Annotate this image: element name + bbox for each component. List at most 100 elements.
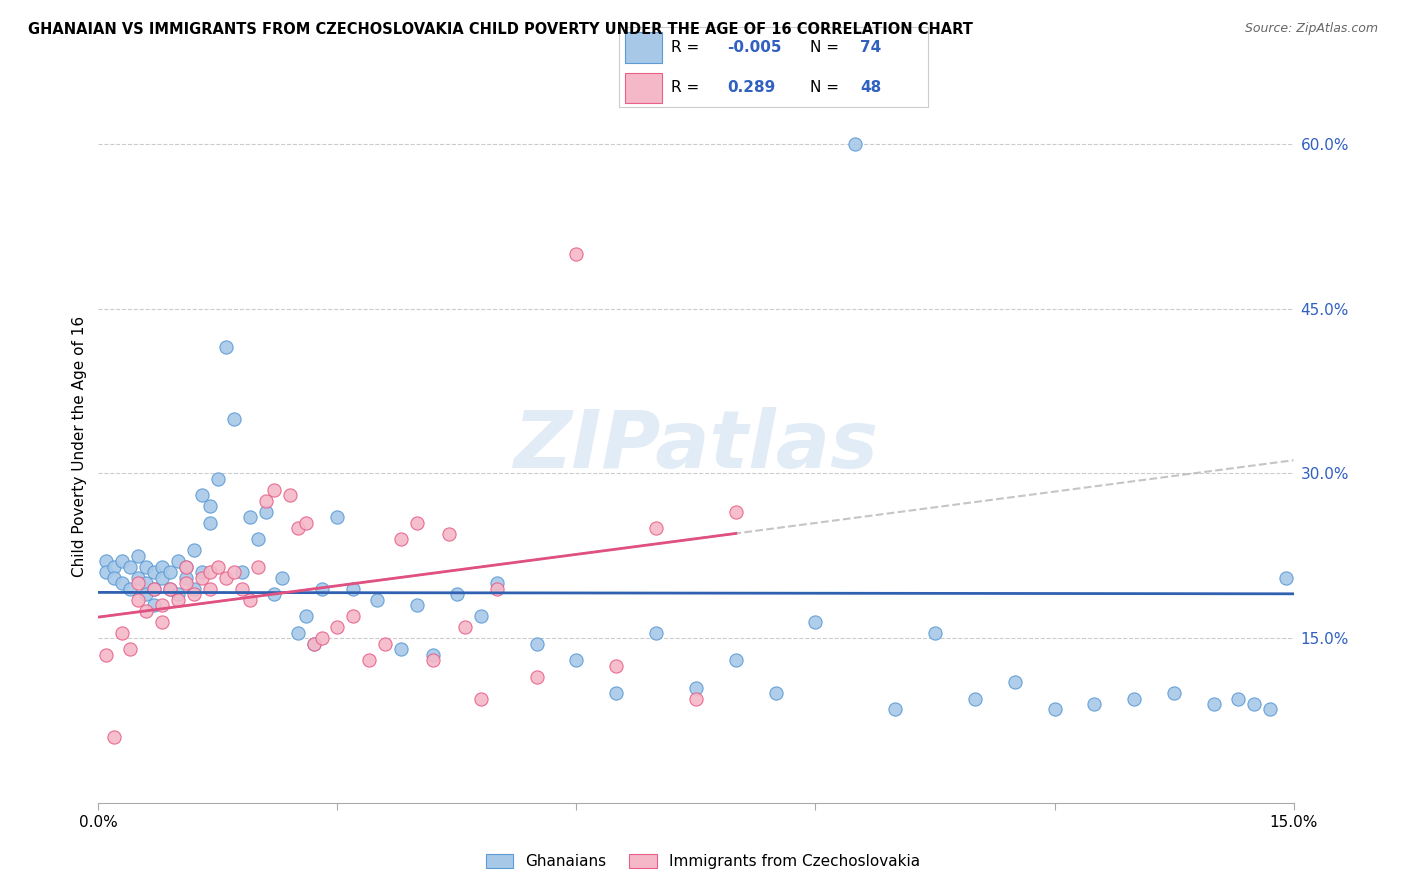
- Point: [294, 609, 316, 624]
- Point: [326, 510, 349, 524]
- Text: N =: N =: [810, 40, 844, 55]
- Point: [1083, 697, 1105, 711]
- Point: [135, 576, 157, 591]
- Point: [359, 653, 381, 667]
- Point: [198, 516, 221, 530]
- Point: [565, 247, 588, 261]
- Point: [924, 625, 946, 640]
- Point: [254, 505, 277, 519]
- Text: 48: 48: [860, 80, 882, 95]
- Text: 0.289: 0.289: [727, 80, 775, 95]
- Point: [645, 521, 668, 535]
- Point: [270, 571, 292, 585]
- Point: [446, 587, 468, 601]
- Point: [485, 576, 508, 591]
- Point: [389, 533, 412, 547]
- Point: [103, 571, 125, 585]
- Point: [526, 669, 548, 683]
- Point: [366, 592, 388, 607]
- Point: [191, 488, 214, 502]
- Point: [565, 653, 588, 667]
- Point: [215, 340, 238, 354]
- Point: [422, 653, 444, 667]
- Point: [143, 582, 166, 596]
- Point: [470, 691, 492, 706]
- Point: [111, 625, 134, 640]
- Point: [724, 653, 747, 667]
- Point: [342, 609, 364, 624]
- Point: [222, 411, 245, 425]
- Point: [254, 494, 277, 508]
- Point: [374, 637, 396, 651]
- FancyBboxPatch shape: [624, 72, 662, 103]
- Point: [963, 691, 986, 706]
- Point: [143, 582, 166, 596]
- Point: [96, 648, 118, 662]
- Point: [127, 571, 149, 585]
- FancyBboxPatch shape: [624, 32, 662, 62]
- Point: [389, 642, 412, 657]
- Point: [844, 137, 866, 152]
- Point: [111, 554, 134, 568]
- Point: [183, 582, 205, 596]
- Point: [311, 631, 333, 645]
- Point: [231, 566, 253, 580]
- Point: [143, 598, 166, 612]
- Point: [96, 554, 118, 568]
- Point: [127, 592, 149, 607]
- Point: [127, 576, 149, 591]
- Point: [406, 516, 429, 530]
- Point: [287, 521, 309, 535]
- Point: [111, 576, 134, 591]
- Point: [804, 615, 827, 629]
- Point: [278, 488, 301, 502]
- Point: [159, 582, 181, 596]
- Y-axis label: Child Poverty Under the Age of 16: Child Poverty Under the Age of 16: [72, 316, 87, 576]
- Point: [174, 559, 197, 574]
- Point: [150, 559, 173, 574]
- Point: [239, 592, 262, 607]
- Point: [685, 681, 707, 695]
- Point: [150, 615, 173, 629]
- Text: R =: R =: [671, 40, 704, 55]
- Point: [526, 637, 548, 651]
- Point: [198, 582, 221, 596]
- Point: [120, 642, 142, 657]
- Point: [222, 566, 245, 580]
- Point: [159, 582, 181, 596]
- Point: [215, 571, 238, 585]
- Point: [302, 637, 325, 651]
- Point: [422, 648, 444, 662]
- Point: [311, 582, 333, 596]
- Point: [246, 559, 269, 574]
- Point: [183, 543, 205, 558]
- Point: [246, 533, 269, 547]
- Point: [1202, 697, 1225, 711]
- Point: [406, 598, 429, 612]
- Text: GHANAIAN VS IMMIGRANTS FROM CZECHOSLOVAKIA CHILD POVERTY UNDER THE AGE OF 16 COR: GHANAIAN VS IMMIGRANTS FROM CZECHOSLOVAK…: [28, 22, 973, 37]
- Point: [342, 582, 364, 596]
- Point: [167, 592, 190, 607]
- Text: N =: N =: [810, 80, 844, 95]
- Point: [207, 559, 229, 574]
- Point: [605, 658, 627, 673]
- Point: [191, 566, 214, 580]
- Point: [167, 587, 190, 601]
- Text: -0.005: -0.005: [727, 40, 782, 55]
- Legend: Ghanaians, Immigrants from Czechoslovakia: Ghanaians, Immigrants from Czechoslovaki…: [479, 848, 927, 875]
- Point: [103, 559, 125, 574]
- Point: [1043, 702, 1066, 716]
- Point: [724, 505, 747, 519]
- Point: [1123, 691, 1146, 706]
- Point: [1004, 675, 1026, 690]
- Point: [174, 571, 197, 585]
- Text: R =: R =: [671, 80, 704, 95]
- Point: [135, 559, 157, 574]
- Point: [150, 598, 173, 612]
- Point: [159, 566, 181, 580]
- Point: [198, 500, 221, 514]
- Point: [239, 510, 262, 524]
- Point: [1243, 697, 1265, 711]
- Point: [765, 686, 787, 700]
- Point: [174, 576, 197, 591]
